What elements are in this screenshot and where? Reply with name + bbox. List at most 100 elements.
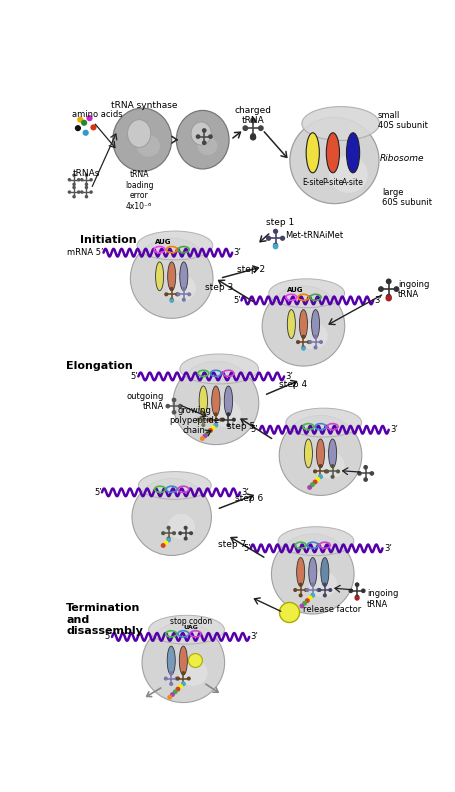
Ellipse shape bbox=[176, 110, 228, 169]
Text: release factor: release factor bbox=[303, 605, 361, 614]
Ellipse shape bbox=[178, 531, 182, 535]
Ellipse shape bbox=[167, 646, 175, 675]
Ellipse shape bbox=[326, 133, 339, 173]
Ellipse shape bbox=[202, 128, 206, 133]
Ellipse shape bbox=[167, 514, 195, 539]
Text: 5’: 5’ bbox=[94, 488, 102, 497]
Ellipse shape bbox=[86, 115, 92, 121]
Ellipse shape bbox=[226, 412, 230, 417]
Ellipse shape bbox=[171, 398, 176, 402]
Ellipse shape bbox=[219, 417, 223, 421]
Ellipse shape bbox=[136, 135, 160, 157]
Ellipse shape bbox=[182, 298, 186, 302]
Ellipse shape bbox=[171, 410, 176, 415]
Ellipse shape bbox=[161, 531, 165, 535]
Text: step 5: step 5 bbox=[227, 422, 255, 431]
Ellipse shape bbox=[181, 682, 185, 686]
Ellipse shape bbox=[285, 408, 361, 437]
Ellipse shape bbox=[369, 471, 374, 476]
Ellipse shape bbox=[137, 231, 212, 260]
Ellipse shape bbox=[175, 292, 179, 296]
Ellipse shape bbox=[272, 229, 278, 234]
Ellipse shape bbox=[183, 526, 187, 530]
Ellipse shape bbox=[155, 262, 163, 291]
Text: 3’: 3’ bbox=[374, 296, 382, 305]
Text: 5’: 5’ bbox=[250, 425, 258, 434]
Ellipse shape bbox=[307, 596, 312, 600]
Ellipse shape bbox=[89, 178, 93, 181]
Text: A-site: A-site bbox=[341, 177, 363, 187]
Ellipse shape bbox=[250, 117, 255, 124]
Ellipse shape bbox=[165, 404, 170, 409]
Ellipse shape bbox=[112, 109, 172, 171]
Ellipse shape bbox=[77, 190, 80, 194]
Text: Ribosome: Ribosome bbox=[379, 154, 423, 163]
Ellipse shape bbox=[356, 471, 361, 476]
Ellipse shape bbox=[279, 236, 284, 241]
Text: amino acids: amino acids bbox=[71, 109, 122, 119]
Ellipse shape bbox=[330, 474, 334, 479]
Ellipse shape bbox=[179, 262, 187, 291]
Ellipse shape bbox=[211, 400, 240, 427]
Ellipse shape bbox=[330, 464, 334, 468]
Ellipse shape bbox=[302, 601, 306, 606]
Ellipse shape bbox=[328, 439, 336, 468]
Ellipse shape bbox=[315, 588, 319, 592]
Ellipse shape bbox=[298, 583, 302, 587]
Ellipse shape bbox=[77, 116, 83, 123]
Ellipse shape bbox=[272, 242, 278, 248]
Ellipse shape bbox=[85, 183, 88, 186]
Text: step 6: step 6 bbox=[235, 494, 263, 503]
Ellipse shape bbox=[221, 417, 225, 421]
Ellipse shape bbox=[170, 692, 175, 697]
Ellipse shape bbox=[199, 436, 204, 441]
Ellipse shape bbox=[169, 671, 173, 676]
Text: 3’: 3’ bbox=[389, 425, 397, 434]
Text: UAG: UAG bbox=[183, 625, 198, 630]
Ellipse shape bbox=[271, 534, 353, 614]
Ellipse shape bbox=[354, 582, 359, 587]
Ellipse shape bbox=[304, 588, 308, 592]
Ellipse shape bbox=[195, 417, 200, 421]
Text: Termination
and
disassembly: Termination and disassembly bbox=[66, 604, 143, 637]
Ellipse shape bbox=[164, 292, 168, 296]
Ellipse shape bbox=[384, 295, 391, 302]
Ellipse shape bbox=[300, 346, 305, 351]
Ellipse shape bbox=[312, 470, 316, 474]
Ellipse shape bbox=[213, 412, 217, 417]
Ellipse shape bbox=[148, 615, 224, 644]
Ellipse shape bbox=[67, 190, 71, 194]
Ellipse shape bbox=[318, 464, 322, 468]
Ellipse shape bbox=[169, 299, 174, 303]
Ellipse shape bbox=[197, 136, 217, 155]
Ellipse shape bbox=[304, 439, 312, 468]
Ellipse shape bbox=[320, 558, 328, 586]
Text: tRNA
loading
error
4x10⁻⁶: tRNA loading error 4x10⁻⁶ bbox=[125, 170, 153, 211]
Ellipse shape bbox=[316, 439, 324, 468]
Ellipse shape bbox=[183, 536, 187, 541]
Ellipse shape bbox=[301, 334, 305, 339]
Ellipse shape bbox=[293, 588, 297, 592]
Ellipse shape bbox=[167, 275, 196, 302]
Ellipse shape bbox=[206, 417, 210, 421]
Text: step 3: step 3 bbox=[205, 284, 233, 292]
Ellipse shape bbox=[305, 133, 318, 173]
Text: step 7: step 7 bbox=[217, 540, 246, 550]
Ellipse shape bbox=[213, 423, 218, 428]
Text: tRNAs: tRNAs bbox=[72, 169, 100, 178]
Ellipse shape bbox=[226, 423, 230, 427]
Ellipse shape bbox=[195, 135, 200, 139]
Ellipse shape bbox=[181, 681, 185, 686]
Text: step 1: step 1 bbox=[266, 219, 294, 227]
Text: growing
polypeptide
chain: growing polypeptide chain bbox=[169, 406, 219, 436]
Ellipse shape bbox=[249, 134, 256, 140]
Ellipse shape bbox=[322, 593, 326, 597]
Text: 5’: 5’ bbox=[130, 372, 138, 381]
Ellipse shape bbox=[299, 310, 307, 338]
Ellipse shape bbox=[272, 244, 278, 249]
Ellipse shape bbox=[75, 125, 81, 131]
Text: ingoing
tRNA: ingoing tRNA bbox=[366, 589, 398, 608]
Ellipse shape bbox=[265, 236, 271, 241]
Ellipse shape bbox=[303, 588, 308, 592]
Text: charged
tRNA: charged tRNA bbox=[234, 106, 271, 125]
